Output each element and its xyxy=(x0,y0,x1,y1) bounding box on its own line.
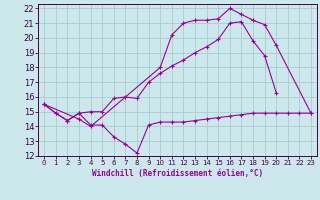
X-axis label: Windchill (Refroidissement éolien,°C): Windchill (Refroidissement éolien,°C) xyxy=(92,169,263,178)
